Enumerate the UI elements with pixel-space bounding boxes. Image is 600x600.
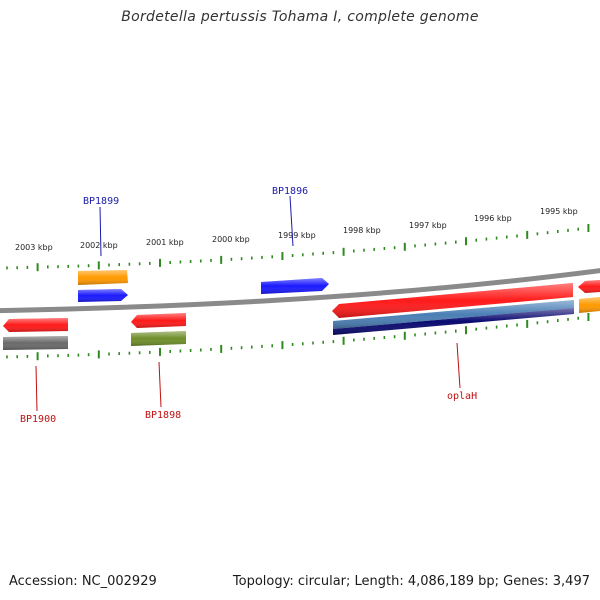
gene-feature-top-orange[interactable] — [78, 270, 128, 285]
ruler-label: 2003 kbp — [15, 243, 53, 252]
topology-text: Topology: circular; Length: 4,086,189 bp… — [232, 574, 590, 589]
ruler-labels: 2003 kbp 2002 kbp 2001 kbp 2000 kbp 1999… — [15, 207, 578, 252]
gene-feature-edge-red[interactable] — [578, 280, 600, 293]
leader-line-bp1899 — [99, 206, 102, 257]
ruler-label: 1995 kbp — [540, 207, 578, 216]
accession-text: Accession: NC_002929 — [9, 574, 157, 589]
gene-label-bp1899[interactable]: BP1899 — [83, 196, 119, 207]
map-title: Bordetella pertussis Tohama I, complete … — [121, 9, 479, 25]
gene-feature-bot-olive[interactable] — [131, 331, 186, 346]
genome-backbone — [0, 268, 600, 314]
leader-line-bp1898 — [158, 361, 162, 408]
gene-feature-edge-orange[interactable] — [579, 297, 600, 313]
ruler-label: 1997 kbp — [409, 221, 447, 230]
leader-line-bp1896 — [289, 195, 294, 247]
ruler-label: 2002 kbp — [80, 241, 118, 250]
gene-label-bp1898[interactable]: BP1898 — [145, 410, 181, 421]
gene-feature-top-blue-right[interactable] — [261, 278, 329, 294]
gene-label-bp1896[interactable]: BP1896 — [272, 186, 308, 197]
gene-label-oplah[interactable]: oplaH — [447, 391, 477, 402]
gene-feature-top-blue-left[interactable] — [78, 289, 128, 302]
ruler-label: 2001 kbp — [146, 238, 184, 247]
leader-line-oplah — [456, 342, 461, 389]
ruler-label: 2000 kbp — [212, 235, 250, 244]
gene-labels: BP1899 BP1896 BP1900 BP1898 oplaH — [20, 186, 477, 425]
gene-feature-bot-red-left[interactable] — [3, 318, 68, 332]
gene-label-bp1900[interactable]: BP1900 — [20, 414, 56, 425]
ruler-label: 1996 kbp — [474, 214, 512, 223]
gene-feature-bot-gray-left[interactable] — [3, 336, 68, 350]
ruler-label: 1998 kbp — [343, 226, 381, 235]
ruler-label: 1999 kbp — [278, 231, 316, 240]
leader-line-bp1900 — [35, 365, 38, 412]
label-leader-lines — [35, 195, 461, 412]
ruler-ticks-upper — [6, 224, 590, 272]
gene-feature-bot-red-mid[interactable] — [131, 313, 186, 328]
